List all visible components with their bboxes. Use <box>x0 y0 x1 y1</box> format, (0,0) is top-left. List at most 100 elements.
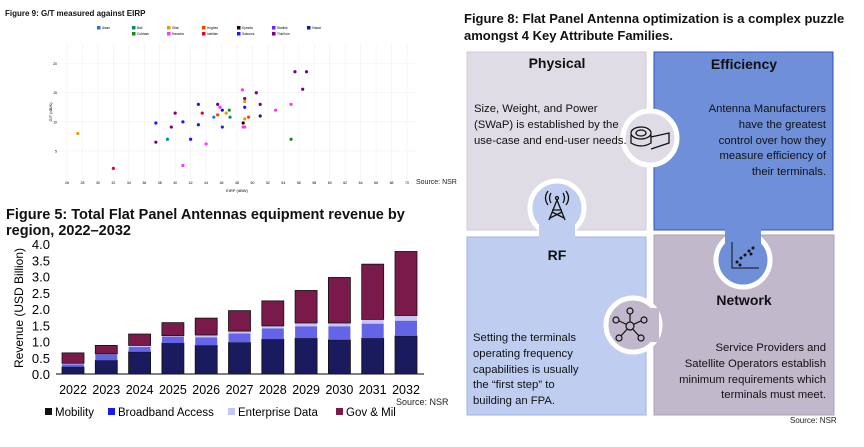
rf-body: Setting the terminals operating frequenc… <box>473 331 579 410</box>
scatter-xtick: 50 <box>251 181 255 185</box>
legend-label: Hanwha <box>172 32 184 36</box>
scatter-xtick: 44 <box>204 181 208 185</box>
bar-segment <box>294 337 318 375</box>
legend-swatch <box>97 26 101 30</box>
scatter-point <box>111 166 115 170</box>
efficiency-title: Efficiency <box>710 56 778 72</box>
bar-ytick: 2.0 <box>32 302 50 317</box>
network-line: Service Providers and <box>715 342 826 354</box>
scatter-point <box>289 137 293 141</box>
bar-xtick: 2027 <box>226 383 254 397</box>
figure8-source: Source: NSR <box>790 416 837 425</box>
scatter-point <box>212 115 216 119</box>
scatter-xtick: 60 <box>328 181 332 185</box>
bar-xtick: 2022 <box>59 383 87 397</box>
scatter-point <box>181 163 185 168</box>
efficiency-line: their terminals. <box>751 166 826 179</box>
bar-segment <box>261 328 284 340</box>
rf-title: RF <box>547 247 567 263</box>
physical-title: Physical <box>528 55 586 71</box>
bar-ytick: 3.5 <box>32 253 50 268</box>
bar-segment <box>228 333 251 343</box>
bar-segment <box>195 335 218 338</box>
bar-segment <box>261 338 285 375</box>
legend-swatch <box>272 32 276 36</box>
efficiency-line: control over how they <box>718 134 826 147</box>
bar-segment <box>95 354 118 361</box>
bar-segment <box>62 364 84 367</box>
rf-line: operating frequency <box>473 347 573 360</box>
scatter-point <box>218 105 222 109</box>
bar-segment <box>128 347 151 352</box>
scatter-point <box>243 96 247 101</box>
bar-xtick: 2029 <box>292 383 320 397</box>
scatter-point <box>243 125 247 129</box>
scatter-xtick: 30 <box>96 181 100 185</box>
scatter-xtick: 56 <box>297 181 301 185</box>
scatter-xtick: 28 <box>81 181 85 185</box>
bar-ytick: 0.5 <box>32 351 50 366</box>
tape-measure-icon <box>630 126 670 150</box>
figure8-title: Figure 8: Flat Panel Antenna optimizatio… <box>464 11 845 43</box>
bar-segment <box>327 339 351 375</box>
legend-label: Intellian <box>207 32 218 36</box>
legend-label: Broadband Access <box>118 407 214 419</box>
bar-ytick: 4.0 <box>32 237 50 252</box>
bar-segment <box>94 345 118 355</box>
bar-segment <box>161 322 185 337</box>
bar-segment <box>361 319 384 324</box>
bar-segment <box>394 251 418 316</box>
bar-xtick: 2023 <box>92 383 120 397</box>
legend-swatch <box>228 408 235 415</box>
physical-line: use-case and end-user needs. <box>474 134 627 147</box>
bar-ytick: 1.5 <box>32 318 50 333</box>
scatter-point <box>254 91 258 95</box>
network-title: Network <box>716 292 772 308</box>
bar-segment <box>228 310 251 332</box>
scatter-point <box>246 115 251 119</box>
scatter-point <box>173 111 177 115</box>
scatter-point <box>240 88 245 92</box>
bar-segment <box>161 335 184 337</box>
bar-segment <box>361 323 384 339</box>
scatter-xtick: 48 <box>235 181 239 185</box>
bar-segment <box>161 336 184 344</box>
scatter-point <box>243 105 247 109</box>
bar-segment <box>228 331 251 334</box>
scatter-point <box>200 111 204 115</box>
legend-swatch <box>132 32 136 36</box>
bar-segment <box>62 363 84 365</box>
bar-segment <box>128 351 152 375</box>
bar-segment <box>261 325 284 329</box>
scatter-point <box>196 102 200 106</box>
scatter-xtick: 52 <box>266 181 270 185</box>
bar-ylabel: Revenue (USD Billion) <box>12 248 26 368</box>
scatter-point <box>243 99 247 104</box>
scatter-xtick: 58 <box>312 181 316 185</box>
legend-swatch <box>237 26 241 30</box>
scatter-point <box>293 70 297 74</box>
bar-segment <box>128 333 152 346</box>
physical-line: (SWaP) is established by the <box>474 118 619 131</box>
scatter-point <box>169 125 173 129</box>
network-line: terminals must meet. <box>721 389 826 402</box>
scatter-point <box>301 87 305 91</box>
bar-segment <box>194 317 218 336</box>
scatter-xtick: 66 <box>374 181 378 185</box>
scatter-point <box>154 140 158 144</box>
legend-swatch <box>45 408 52 415</box>
bar-segment <box>394 335 418 375</box>
bar-xtick: 2025 <box>159 383 187 397</box>
scatter-point <box>274 108 278 112</box>
scatter-point <box>304 70 309 74</box>
legend-label: Kymeta <box>242 26 253 30</box>
bar-segment <box>295 326 318 339</box>
figure9-title: Figure 9: G/T measured against EIRP <box>5 9 146 18</box>
scatter-point <box>228 115 232 119</box>
scatter-xtick: 42 <box>189 181 193 185</box>
scatter-point <box>189 137 193 141</box>
legend-label: Mobility <box>55 407 94 419</box>
rf-line: building an FPA. <box>473 395 556 408</box>
bar-segment <box>195 337 218 346</box>
bar-segment <box>94 359 118 375</box>
